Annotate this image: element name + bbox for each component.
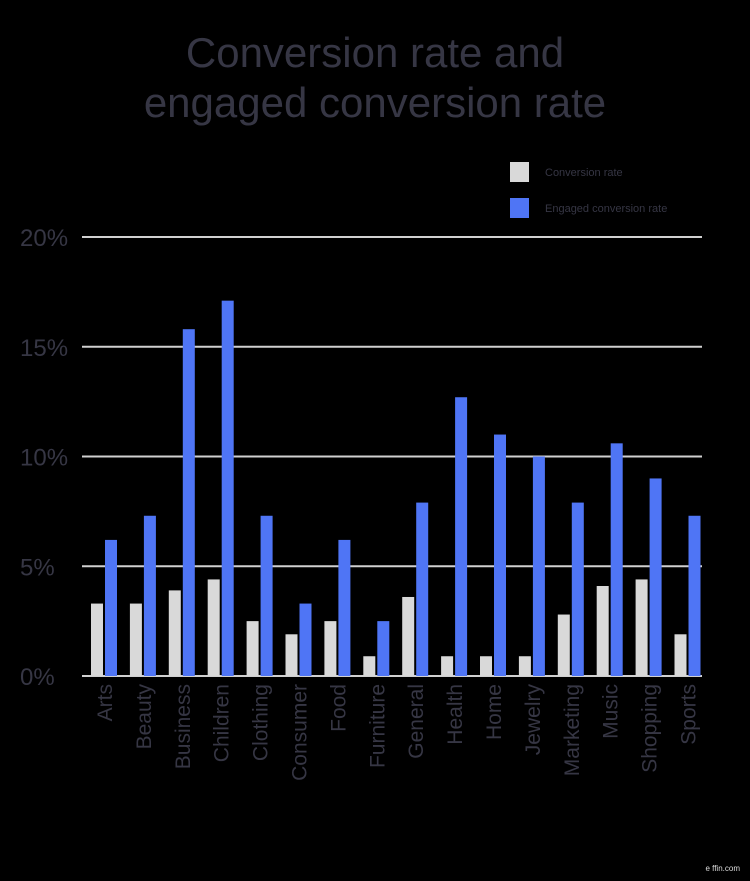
title-line-1: Conversion rate and [185,29,565,76]
bar-conversion-jewelry [518,656,531,676]
bar-engaged-beauty [143,515,156,676]
legend-swatch [510,198,529,218]
x-tick-label: Furniture [366,684,389,768]
chart-title: Conversion rate and engaged conversion r… [0,28,750,128]
bar-engaged-children [221,300,234,676]
x-tick-label: Health [444,684,467,745]
x-tick-label: Home [483,684,506,740]
y-tick-label: 15% [20,335,68,362]
bar-conversion-sports [674,634,687,676]
bar-engaged-general [416,502,429,676]
bar-conversion-marketing [557,614,570,676]
x-tick-label: Shopping [639,684,662,773]
x-tick-label: Jewelry [522,684,545,756]
bar-conversion-health [441,656,454,676]
bar-engaged-arts [105,539,117,676]
x-tick-label: Clothing [250,684,273,761]
y-tick-label: 0% [20,664,55,691]
bar-conversion-children [207,579,220,676]
legend-label: Conversion rate [545,167,623,179]
bar-conversion-shopping [635,579,648,676]
x-tick-label: Children [211,684,234,762]
watermark: e ffin.com [705,864,740,873]
x-tick-label: Music [600,684,623,739]
bar-engaged-marketing [571,502,584,676]
bar-conversion-general [402,596,415,676]
bar-engaged-clothing [260,515,273,676]
x-tick-label: Arts [94,684,117,721]
bar-engaged-shopping [649,478,662,676]
bar-conversion-food [324,621,337,676]
bar-conversion-beauty [129,603,142,676]
y-tick-label: 5% [20,554,55,581]
bar-conversion-arts [91,603,103,676]
bar-conversion-consumer [285,634,298,676]
bar-engaged-furniture [377,621,390,676]
bar-engaged-health [455,397,468,676]
x-tick-label: Beauty [133,684,156,750]
legend-label: Engaged conversion rate [545,203,667,215]
x-tick-label: Business [172,684,195,769]
x-tick-label: Consumer [289,684,312,781]
bar-engaged-business [182,329,195,676]
bar-conversion-home [480,656,492,676]
bar-engaged-jewelry [532,456,545,676]
title-line-2: engaged conversion rate [143,79,607,126]
x-tick-label: Food [327,684,350,732]
bar-engaged-home [494,434,506,676]
bar-engaged-food [338,539,351,676]
x-tick-label: General [405,684,428,759]
legend-swatch [510,162,529,182]
x-tick-label: Marketing [561,684,584,776]
bar-engaged-consumer [299,603,312,676]
bar-engaged-music [610,443,623,676]
bar-conversion-music [596,586,609,676]
y-tick-label: 20% [20,225,68,252]
bar-conversion-business [168,590,181,676]
y-tick-label: 10% [20,445,68,472]
bar-conversion-clothing [246,621,259,676]
bar-conversion-furniture [363,656,376,676]
x-tick-label: Sports [678,684,701,745]
bar-engaged-sports [688,515,701,676]
